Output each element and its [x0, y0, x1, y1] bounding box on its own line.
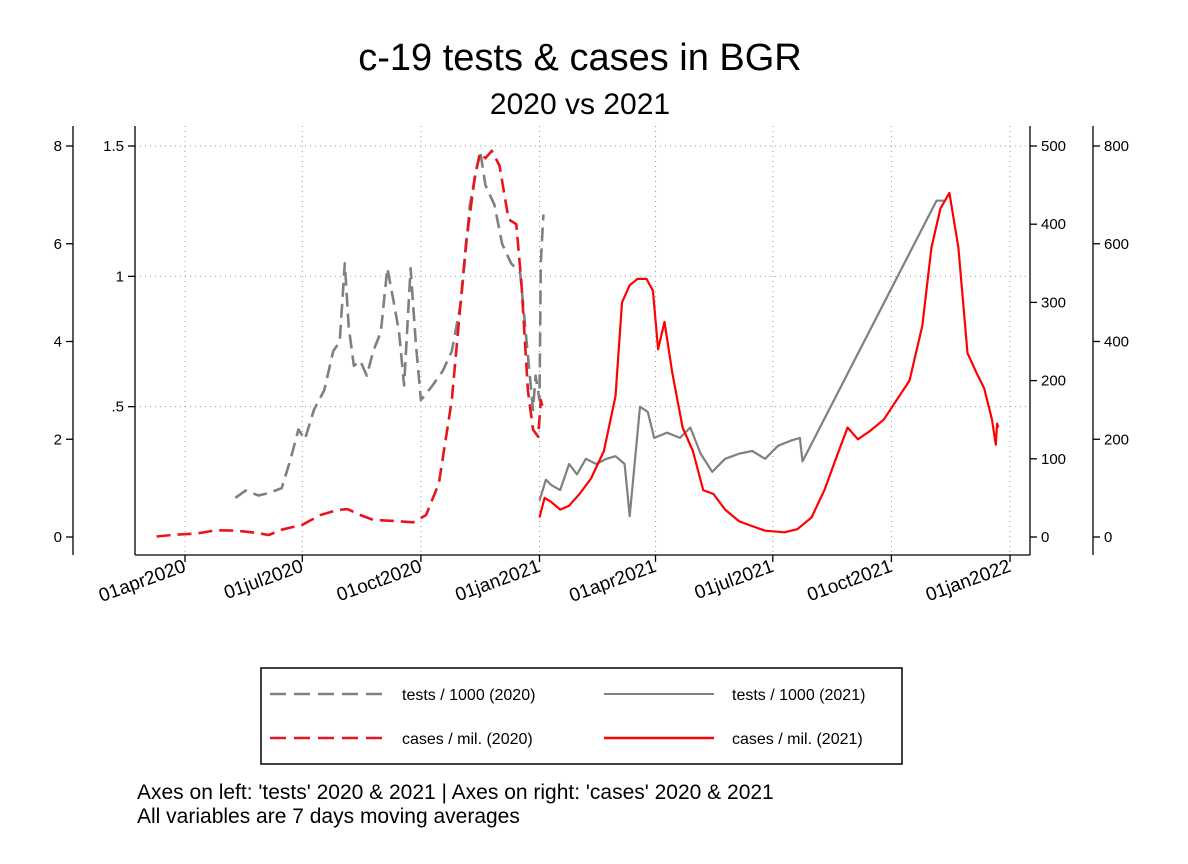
y-tick-label-cases2020: 600 — [1104, 236, 1129, 253]
legend-label-tests-2021: tests / 1000 (2021) — [732, 687, 865, 704]
y-tick-label-cases2020: 800 — [1104, 138, 1129, 155]
y-tick-label-tests2021: 1 — [116, 268, 124, 285]
y-tick-label-cases2021: 400 — [1041, 216, 1066, 233]
y-tick-label-cases2021: 0 — [1041, 529, 1049, 546]
x-tick-label: 01jan2022 — [923, 556, 1014, 606]
axes: 01apr2020 01jul2020 01oct2020 01jan2021 01ap… — [54, 126, 1129, 607]
y-tick-label-cases2021: 100 — [1041, 451, 1066, 468]
y-tick-label-tests2020: 4 — [54, 334, 62, 351]
y-tick-label-tests2020: 6 — [54, 236, 62, 253]
y-tick-label-cases2020: 0 — [1104, 529, 1112, 546]
chart-title: c-19 tests & cases in BGR — [358, 37, 802, 79]
series-line-1 — [538, 199, 946, 518]
y-tick-label-cases2020: 200 — [1104, 431, 1129, 448]
chart-subtitle: 2020 vs 2021 — [490, 88, 670, 121]
note-moving-average: All variables are 7 days moving averages — [137, 805, 520, 828]
x-tick-label: 01jul2020 — [221, 556, 306, 604]
grid — [135, 126, 1030, 555]
y-tick-label-cases2021: 200 — [1041, 373, 1066, 390]
x-tick-label: 01apr2020 — [96, 556, 189, 607]
series-line-2 — [156, 149, 545, 538]
y-tick-label-cases2021: 300 — [1041, 294, 1066, 311]
x-tick-label: 01oct2020 — [334, 556, 425, 606]
y-tick-label-tests2020: 8 — [54, 138, 62, 155]
y-tick-label-tests2020: 0 — [54, 529, 62, 546]
y-tick-label-tests2020: 2 — [54, 431, 62, 448]
legend-label-tests-2020: tests / 1000 (2020) — [402, 687, 535, 704]
x-tick-label: 01jan2021 — [453, 556, 544, 606]
legend-label-cases-2021: cases / mil. (2021) — [732, 731, 863, 748]
y-tick-label-tests2021: 1.5 — [103, 138, 124, 155]
y-tick-label-cases2020: 400 — [1104, 334, 1129, 351]
legend: tests / 1000 (2020) tests / 1000 (2021) … — [260, 667, 903, 765]
x-tick-label: 01jul2021 — [692, 556, 777, 604]
series — [156, 149, 1000, 538]
x-tick-label: 01apr2021 — [567, 556, 660, 607]
series-line-3 — [538, 191, 1000, 534]
legend-label-cases-2020: cases / mil. (2020) — [402, 731, 533, 748]
legend-frame — [260, 667, 903, 765]
y-tick-label-cases2021: 500 — [1041, 138, 1066, 155]
note-axes: Axes on left: 'tests' 2020 & 2021 | Axes… — [137, 781, 774, 804]
x-tick-label: 01oct2021 — [805, 556, 896, 606]
y-tick-label-tests2021: .5 — [111, 399, 124, 416]
series-line-0 — [234, 149, 545, 499]
